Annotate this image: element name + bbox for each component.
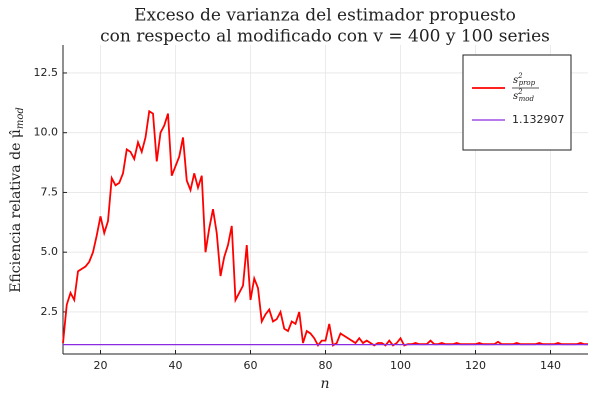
- y-axis-label-sub: mod: [15, 107, 26, 129]
- legend-label-part: s: [513, 91, 518, 102]
- y-tick-label: 5.0: [41, 245, 59, 258]
- x-tick-label: 20: [94, 359, 108, 372]
- legend-label-part: s: [513, 75, 518, 86]
- x-tick-label: 80: [319, 359, 333, 372]
- legend-label: 1.132907: [512, 113, 565, 126]
- y-tick-label: 2.5: [41, 305, 59, 318]
- x-tick-label: 40: [169, 359, 183, 372]
- legend-label-sup: 2: [517, 72, 523, 80]
- legend-label: s2 mod: [513, 88, 534, 103]
- chart-title: con respecto al modificado con v = 400 y…: [100, 27, 550, 47]
- series-line: [62, 109, 588, 348]
- legend-label-sub: mod: [519, 95, 535, 103]
- y-axis-label-main: Eficiencia relativa de μ̂: [8, 129, 24, 293]
- x-tick-label: 140: [540, 359, 561, 372]
- legend-label-sub: prop: [519, 79, 536, 87]
- x-axis-label: n: [320, 376, 329, 392]
- y-tick-label: 10.0: [34, 126, 59, 139]
- y-tick-label: 7.5: [41, 185, 59, 198]
- x-tick-label: 100: [390, 359, 411, 372]
- x-tick-label: 60: [244, 359, 258, 372]
- chart-title: Exceso de varianza del estimador propues…: [134, 6, 516, 26]
- legend-box: [462, 54, 572, 151]
- y-tick-label: 12.5: [34, 66, 59, 79]
- y-axis-label: Eficiencia relativa de μ̂mod: [8, 107, 26, 293]
- legend-label-sup: 2: [517, 88, 523, 96]
- legend-label: s2 prop: [513, 72, 536, 87]
- x-tick-label: 120: [465, 359, 486, 372]
